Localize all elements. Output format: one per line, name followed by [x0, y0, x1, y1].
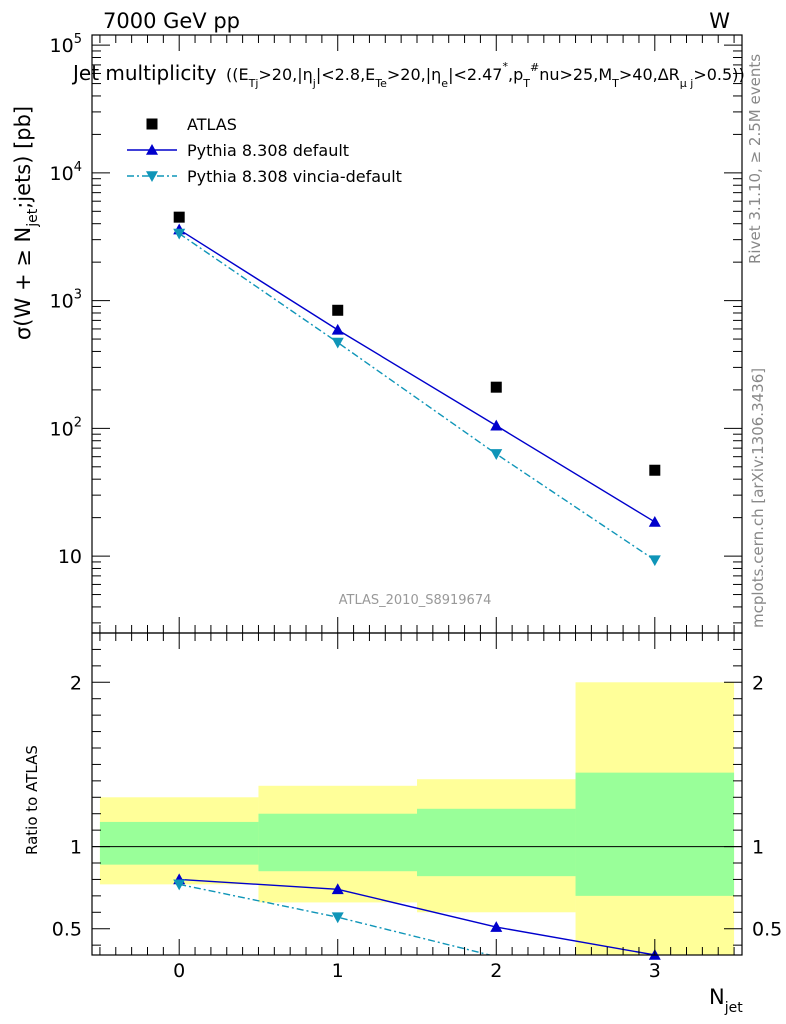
- ratio-uncertainty-bands: [99, 682, 735, 955]
- main-y-tick-label: 105: [50, 32, 82, 57]
- ratio-y-tick-label: 2: [70, 672, 82, 694]
- ratio-point-pythia-default: [490, 921, 503, 932]
- ratio-point-pythia-default: [331, 883, 344, 895]
- legend: ATLAS Pythia 8.308 default Pythia 8.308 vi…: [127, 115, 402, 186]
- main-series-layer: [173, 211, 661, 567]
- ratio-band-green: [258, 813, 417, 872]
- x-tick-label: 0: [173, 960, 185, 982]
- process-label: W: [709, 9, 730, 33]
- x-tick-label: 3: [649, 960, 661, 982]
- main-line-pythia-vincia: [178, 232, 656, 561]
- ratio-point-pythia-vincia: [331, 912, 344, 924]
- main-point-pythia-vincia: [490, 449, 503, 460]
- legend-marker-pythia-vincia: [146, 171, 158, 182]
- legend-label-pythia-vincia: Pythia 8.308 vincia-default: [187, 167, 402, 186]
- chart-title-cuts: ((ETj>20,|ηj|<2.8,ETe>20,|ηe|<2.47*,pT#n…: [226, 60, 745, 90]
- main-y-tick-label: 10: [58, 546, 82, 568]
- main-y-tick-label: 103: [50, 288, 82, 313]
- svg-text:σ(W + ≥ Njet;jets) [pb]: σ(W + ≥ Njet;jets) [pb]: [11, 106, 41, 340]
- mcplots-label: mcplots.cern.ch [arXiv:1306.3436]: [749, 368, 767, 628]
- main-point-pythia-default: [490, 419, 503, 431]
- legend-marker-pythia-default: [146, 144, 158, 155]
- main-line-pythia-default: [178, 228, 656, 523]
- main-point-pythia-default: [648, 515, 661, 527]
- ratio-band-green: [575, 772, 735, 896]
- ratio-axes: 0.5 0.5 1 1 2 2 0 1 2 3: [52, 633, 782, 982]
- rivet-label: Rivet 3.1.10, ≥ 2.5M events: [746, 54, 764, 264]
- main-point-atlas: [649, 464, 661, 476]
- main-point-atlas: [173, 211, 185, 223]
- ratio-band-green: [99, 821, 259, 865]
- ratio-y-tick-label: 0.5: [52, 919, 82, 941]
- svg-text:Njet: Njet: [709, 985, 743, 1016]
- energy-label: 7000 GeV pp: [103, 9, 240, 33]
- main-point-pythia-default: [331, 323, 344, 335]
- ratio-line-pythia-default: [179, 878, 655, 955]
- main-y-axis-label: σ(W + ≥ Njet;jets) [pb]: [11, 106, 41, 340]
- chart-title: Jet multiplicity ((ETj>20,|ηj|<2.8,ETe>2…: [71, 60, 745, 90]
- ratio-y-tick-label: 1: [70, 837, 82, 859]
- ratio-y-tick-label-right: 1: [752, 837, 764, 859]
- ratio-point-pythia-vincia: [173, 879, 186, 891]
- ratio-y-tick-label-right: 2: [752, 672, 764, 694]
- legend-label-atlas: ATLAS: [187, 115, 237, 134]
- x-axis-label: Njet: [709, 985, 743, 1016]
- main-point-pythia-vincia: [331, 337, 344, 349]
- ratio-band-green: [417, 808, 576, 877]
- main-y-tick-label: 104: [50, 160, 82, 185]
- main-point-atlas: [490, 381, 502, 393]
- x-tick-label: 2: [490, 960, 502, 982]
- x-tick-label: 1: [332, 960, 344, 982]
- main-point-atlas: [332, 304, 344, 316]
- main-point-pythia-vincia: [173, 228, 186, 240]
- main-y-tick-label: 102: [50, 415, 82, 440]
- ratio-plot-frame: [91, 632, 743, 956]
- legend-marker-atlas: [146, 118, 158, 130]
- main-axes: 10 102 103 104 105: [50, 32, 742, 633]
- analysis-watermark: ATLAS_2010_S8919674: [339, 593, 492, 608]
- ratio-y-axis-label: Ratio to ATLAS: [23, 745, 41, 855]
- ratio-series-layer: [173, 873, 661, 960]
- main-point-pythia-vincia: [648, 555, 661, 567]
- legend-label-pythia-default: Pythia 8.308 default: [187, 141, 349, 160]
- ratio-y-tick-label-right: 0.5: [752, 919, 782, 941]
